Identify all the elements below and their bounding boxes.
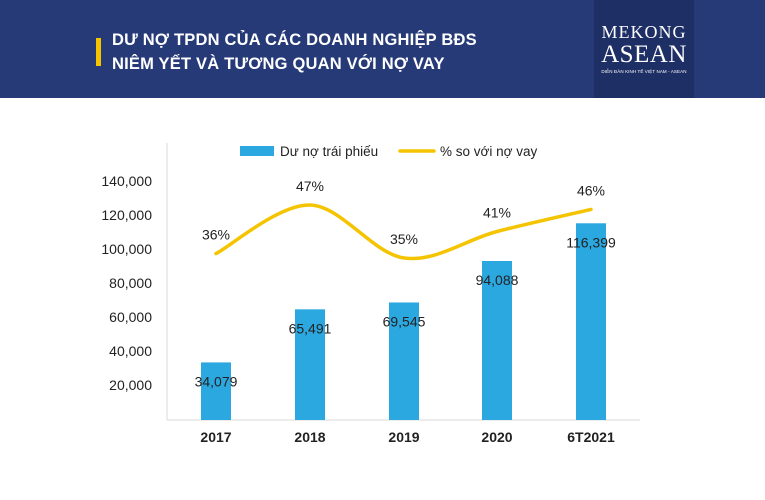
bar-6t2021 (576, 223, 606, 420)
logo-subtitle: DIỄN ĐÀN KINH TẾ VIỆT NAM - ASEAN (601, 69, 687, 74)
header-banner: DƯ NỢ TPDN CỦA CÁC DOANH NGHIỆP BĐS NIÊM… (0, 0, 765, 98)
legend-label-bar: Dư nợ trái phiếu (280, 144, 378, 159)
y-tick-label: 120,000 (101, 207, 152, 223)
bar-2019 (389, 302, 419, 420)
bar-2017 (201, 362, 231, 420)
labels-group: 34,079 2017 65,491 2018 69,545 2019 94,088 2020… (195, 178, 616, 445)
logo-mekong: MEKONG (601, 22, 687, 42)
legend-label-line: % so với nợ vay (440, 144, 537, 159)
bar-value-label: 34,079 (195, 373, 238, 389)
y-tick-label: 40,000 (109, 343, 152, 359)
title-accent-bar (96, 38, 101, 66)
page-title: DƯ NỢ TPDN CỦA CÁC DOANH NGHIỆP BĐS NIÊM… (112, 28, 477, 76)
percent-label: 46% (577, 182, 605, 198)
logo-asean: ASEAN (601, 41, 687, 68)
x-tick-label: 2019 (388, 429, 419, 445)
x-tick-label: 2020 (481, 429, 512, 445)
bar-value-label: 116,399 (566, 234, 616, 250)
bar-2020 (482, 260, 512, 420)
title-line-2: NIÊM YẾT VÀ TƯƠNG QUAN VỚI NỢ VAY (112, 55, 445, 73)
bond-debt-chart: Dư nợ trái phiếu % so với nợ vay 140,000… (101, 143, 640, 445)
y-tick-label: 20,000 (109, 377, 152, 393)
bar-value-label: 69,545 (383, 313, 426, 329)
y-tick-label: 140,000 (101, 173, 152, 189)
percent-label: 41% (483, 205, 511, 221)
x-tick-label: 6T2021 (567, 429, 615, 445)
percent-label: 47% (296, 178, 324, 194)
x-tick-label: 2018 (294, 429, 325, 445)
y-tick-label: 60,000 (109, 309, 152, 325)
percent-label: 35% (390, 231, 418, 247)
bar-value-label: 65,491 (289, 320, 332, 336)
bars-group (201, 223, 606, 420)
brand-logo: MEKONG ASEAN DIỄN ĐÀN KINH TẾ VIỆT NAM -… (594, 0, 694, 98)
percent-label: 36% (202, 227, 230, 243)
legend: Dư nợ trái phiếu % so với nợ vay (240, 144, 537, 159)
x-tick-label: 2017 (200, 429, 231, 445)
bar-value-label: 94,088 (476, 272, 519, 288)
y-tick-label: 80,000 (109, 275, 152, 291)
title-line-1: DƯ NỢ TPDN CỦA CÁC DOANH NGHIỆP BĐS (112, 31, 477, 49)
percent-line (214, 203, 593, 261)
bar-2018 (295, 309, 325, 420)
y-tick-label: 100,000 (101, 241, 152, 257)
legend-swatch-bar (240, 146, 274, 156)
y-axis-ticks: 140,000 120,000 100,000 80,000 60,000 40… (101, 173, 152, 393)
